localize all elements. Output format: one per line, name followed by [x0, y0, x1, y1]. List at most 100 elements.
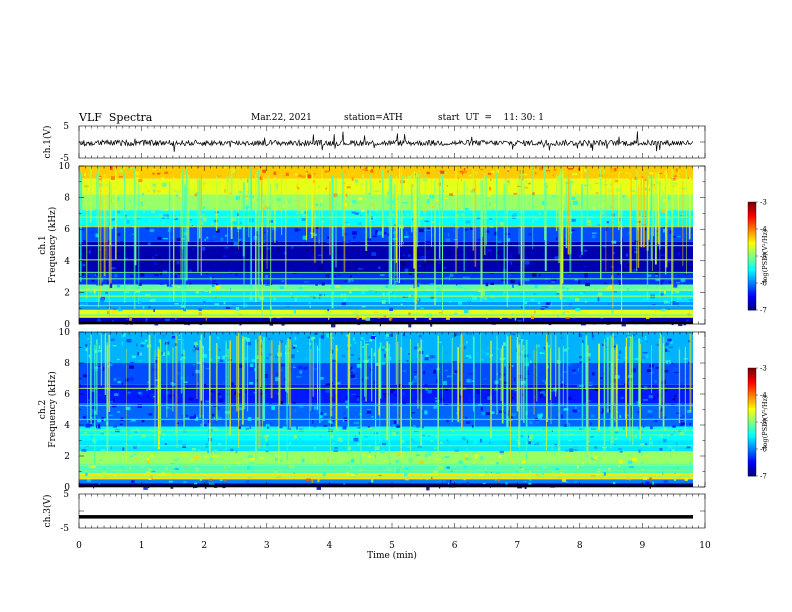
colorbar-swatch [748, 470, 756, 473]
psd-band [79, 363, 693, 385]
colorbar-swatch [748, 472, 756, 475]
colorbar-swatch [748, 438, 756, 441]
colorbar-swatch [748, 391, 756, 394]
ch1-trace [78, 131, 693, 152]
y-tick-label: 5 [63, 122, 69, 132]
colorbar-swatch [748, 427, 756, 430]
colorbar-swatch [748, 241, 756, 244]
date-label: Mar.22, 2021 [251, 113, 312, 123]
x-tick-label: 10 [699, 541, 711, 551]
y-tick-label: 8 [64, 359, 70, 369]
colorbar-swatch [748, 382, 756, 385]
colorbar-swatch [748, 265, 756, 268]
colorbar-swatch [748, 227, 756, 230]
colorbar-swatch [748, 429, 756, 432]
colorbar-swatch [748, 420, 756, 423]
colorbar-swatch [748, 411, 756, 414]
colorbar-swatch [748, 290, 756, 293]
colorbar-swatch [748, 425, 756, 428]
colorbar-ch1: -3 -4 -5 -6 -7 log(PSD)(V²/Hz) [747, 199, 769, 315]
colorbar-swatch [748, 274, 756, 277]
colorbar-swatch [748, 229, 756, 232]
colorbar-swatch [748, 373, 756, 376]
y-tick-label: -5 [60, 524, 69, 534]
colorbar-swatch [748, 368, 756, 371]
colorbar-tick-label: -4 [760, 226, 767, 234]
sferic-streaks [87, 332, 692, 467]
y-tick-label: 4 [64, 257, 70, 267]
colorbar-swatch [748, 270, 756, 273]
colorbar-swatch [748, 369, 756, 372]
ch1-waveform [78, 131, 693, 152]
colorbar-swatch [748, 256, 756, 259]
colorbar-swatch [748, 308, 756, 311]
y-tick-label: 6 [64, 390, 70, 400]
ch3-waveform [79, 515, 693, 519]
ch1-spec-ylabel: Frequency (kHz) [47, 207, 58, 284]
colorbar-swatch [748, 398, 756, 401]
colorbar-swatch [748, 377, 756, 380]
y-tick-label: 6 [64, 225, 70, 235]
colorbar-tick-label: -7 [760, 307, 767, 315]
colorbar-swatch [748, 272, 756, 275]
x-tick-label: 1 [139, 541, 145, 551]
colorbar-swatch [748, 418, 756, 421]
narrowband-lines [79, 387, 693, 478]
x-tick-label: 2 [201, 541, 207, 551]
colorbar-swatch [748, 441, 756, 444]
colorbar-swatch [748, 220, 756, 223]
colorbar-swatch [748, 254, 756, 257]
colorbar-swatch [748, 247, 756, 250]
colorbar-swatch [748, 386, 756, 389]
colorbar-swatch [748, 275, 756, 278]
colorbar-swatch [748, 409, 756, 412]
psd-texture [79, 166, 693, 328]
colorbar-swatch [748, 236, 756, 239]
x-tick-label: 6 [452, 541, 458, 551]
colorbar-swatch [748, 207, 756, 210]
colorbar-swatch [748, 463, 756, 466]
colorbar-swatch [748, 238, 756, 241]
colorbar-tick-label: -7 [760, 473, 767, 481]
colorbar-swatch [748, 474, 756, 477]
ch2-spec-ylabel-channel: ch.2 [38, 400, 48, 419]
colorbar-swatch [748, 279, 756, 282]
colorbar-swatch [748, 266, 756, 269]
colorbar-tick-label: -6 [760, 446, 767, 454]
sferic-streaks [80, 166, 691, 323]
ch3-frame [78, 493, 706, 529]
start-time-label: start UT = 11: 30: 1 [438, 113, 544, 123]
colorbar-swatch [748, 459, 756, 462]
colorbar-swatch [748, 400, 756, 403]
y-tick-label: 4 [64, 421, 70, 431]
colorbar-swatch [748, 221, 756, 224]
x-tick-label: 3 [264, 541, 270, 551]
x-tick-label: 0 [76, 541, 82, 551]
psd-band [79, 484, 693, 487]
colorbar-swatch [748, 468, 756, 471]
x-axis-label: Time (min) [367, 550, 417, 561]
figure-title: VLF Spectra [79, 111, 153, 124]
colorbar-swatch [748, 223, 756, 226]
colorbar-swatch [748, 245, 756, 248]
colorbar-swatch [748, 257, 756, 260]
y-tick-label: 10 [59, 328, 71, 338]
colorbar-swatch [748, 299, 756, 302]
colorbar-swatch [748, 396, 756, 399]
colorbar-swatch [748, 304, 756, 307]
colorbar-swatch [748, 423, 756, 426]
colorbar-swatch [748, 445, 756, 448]
colorbar-swatch [748, 404, 756, 407]
colorbar-swatch [748, 432, 756, 435]
colorbar-swatch [748, 393, 756, 396]
colorbar-swatch [748, 422, 756, 425]
colorbar-swatch [748, 465, 756, 468]
colorbar-swatch [748, 218, 756, 221]
colorbar-swatch [748, 211, 756, 214]
colorbar-swatch [748, 407, 756, 410]
psd-band [79, 465, 693, 474]
colorbar-tick-label: -3 [760, 365, 767, 373]
colorbar-swatch [748, 283, 756, 286]
colorbar-swatch [748, 286, 756, 289]
